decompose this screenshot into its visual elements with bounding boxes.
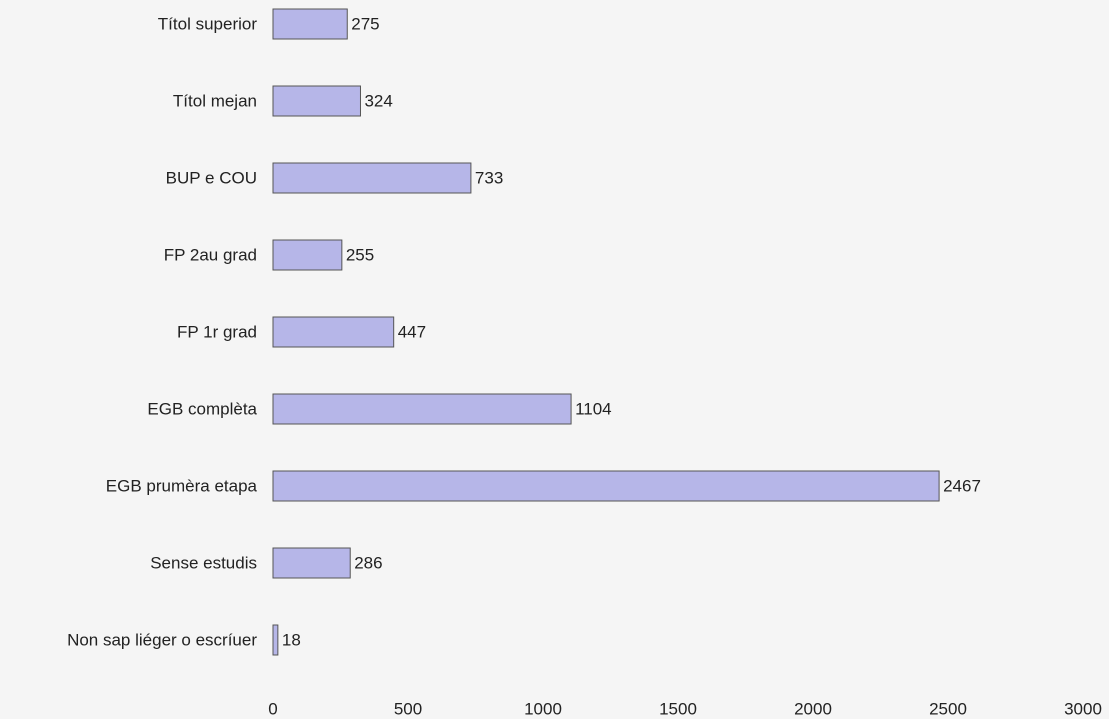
x-tick-label: 1000 [524, 699, 562, 718]
value-label: 255 [346, 245, 374, 264]
value-label: 1104 [575, 399, 612, 418]
x-tick-label: 2000 [794, 699, 832, 718]
bar [272, 624, 279, 656]
value-label: 2467 [943, 476, 981, 495]
x-tick-label: 500 [394, 699, 422, 718]
y-tick-label: Non sap liéger o escríuer [67, 630, 257, 649]
bar [272, 316, 395, 348]
y-tick-label: Títol superior [158, 14, 258, 33]
x-tick-label: 3000 [1064, 699, 1102, 718]
bar [272, 162, 472, 194]
bar [272, 547, 351, 579]
bar [272, 239, 343, 271]
y-tick-label: EGB prumèra etapa [106, 476, 258, 495]
y-tick-label: Títol mejan [173, 91, 257, 110]
y-tick-label: Sense estudis [150, 553, 257, 572]
y-tick-label: FP 1r grad [177, 322, 257, 341]
value-label: 18 [282, 630, 301, 649]
value-label: 447 [398, 322, 426, 341]
x-tick-label: 2500 [929, 699, 967, 718]
bar [272, 8, 348, 40]
bar [272, 85, 361, 117]
x-tick-label: 0 [268, 699, 277, 718]
y-tick-label: EGB complèta [147, 399, 257, 418]
value-label: 324 [364, 91, 392, 110]
value-label: 733 [475, 168, 503, 187]
bar [272, 470, 940, 502]
x-tick-label: 1500 [659, 699, 697, 718]
bar [272, 393, 572, 425]
y-tick-label: BUP e COU [166, 168, 257, 187]
value-label: 286 [354, 553, 382, 572]
value-label: 275 [351, 14, 379, 33]
y-tick-label: FP 2au grad [164, 245, 257, 264]
